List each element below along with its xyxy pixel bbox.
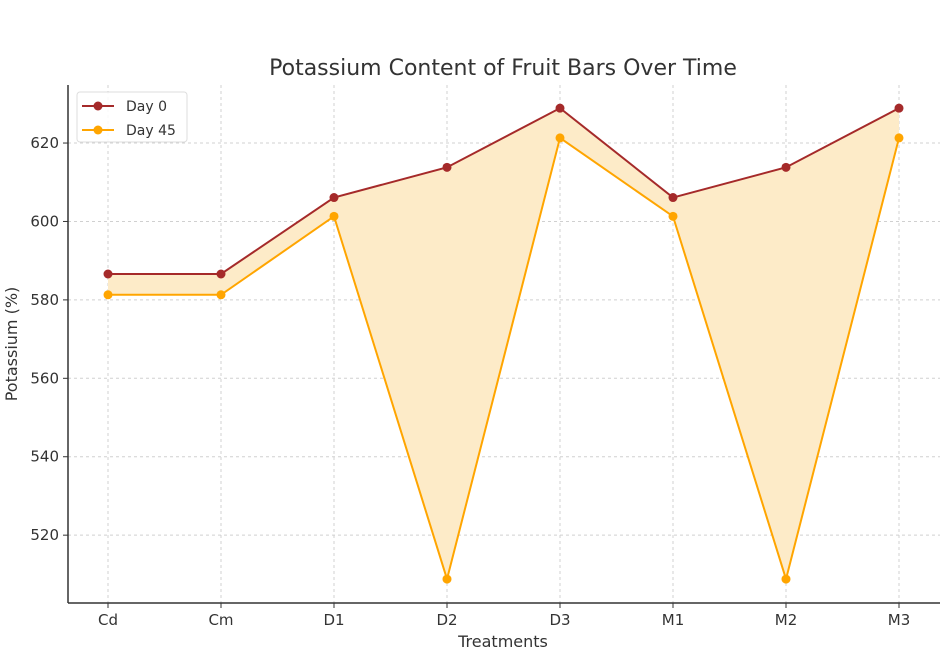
y-tick-label: 560	[30, 369, 59, 387]
x-tick-label: M2	[775, 611, 798, 629]
y-tick-label: 580	[30, 291, 59, 309]
x-tick-label: D3	[549, 611, 570, 629]
x-tick-label: M3	[888, 611, 911, 629]
data-point-day-45	[668, 211, 678, 221]
data-point-day-45	[442, 574, 452, 584]
x-tick-label: D2	[436, 611, 457, 629]
series-line-day-45	[108, 136, 900, 583]
fill-between-area	[108, 108, 899, 580]
y-tick-label: 520	[30, 526, 59, 544]
data-point-day-45	[555, 133, 565, 143]
y-tick-label: 620	[30, 134, 59, 152]
data-point-day-45	[216, 290, 226, 300]
data-point-day-45	[894, 133, 904, 143]
legend-marker	[93, 101, 103, 111]
data-point-day-45	[103, 290, 113, 300]
data-point-day-0	[894, 103, 904, 113]
legend-marker	[93, 125, 103, 135]
x-axis-label: Treatments	[457, 632, 548, 650]
chart-title: Potassium Content of Fruit Bars Over Tim…	[269, 56, 737, 81]
x-tick-label: M1	[662, 611, 685, 629]
x-tick-label: D1	[323, 611, 344, 629]
data-point-day-45	[781, 574, 791, 584]
y-tick-label: 540	[30, 448, 59, 466]
data-point-day-0	[103, 269, 113, 279]
data-point-day-0	[329, 193, 339, 203]
legend-label: Day 45	[126, 123, 176, 139]
legend: Day 0 Day 45	[76, 91, 188, 143]
y-axis-label: Potassium (%)	[2, 287, 21, 402]
data-point-day-0	[442, 162, 452, 172]
series-line-day-0	[108, 106, 900, 276]
data-point-day-0	[781, 162, 791, 172]
axes	[67, 85, 940, 604]
y-tick-label: 600	[30, 212, 59, 230]
data-point-day-0	[668, 193, 678, 203]
legend-label: Day 0	[126, 99, 167, 115]
x-tick-label: Cd	[98, 611, 118, 629]
data-point-day-45	[329, 211, 339, 221]
data-point-day-0	[216, 269, 226, 279]
x-tick-label: Cm	[208, 611, 233, 629]
data-point-day-0	[555, 103, 565, 113]
